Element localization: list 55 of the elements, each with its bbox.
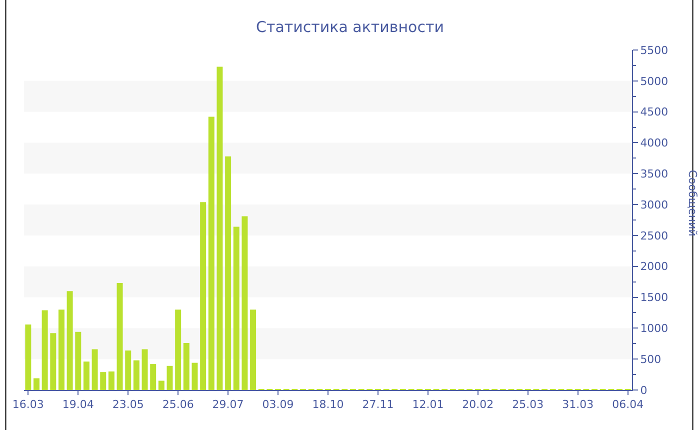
x-tick-label: 12.01 xyxy=(412,398,444,412)
x-tick-label: 20.02 xyxy=(462,398,494,412)
y-tick-label: 5000 xyxy=(640,74,668,88)
bar xyxy=(150,364,156,390)
x-tick-label: 29.07 xyxy=(212,398,244,412)
bar xyxy=(50,333,56,390)
y-tick-label: 1000 xyxy=(640,322,668,336)
bar xyxy=(25,324,32,390)
y-axis-title: Сообщений xyxy=(686,170,700,236)
bar xyxy=(33,378,40,390)
bar xyxy=(250,310,256,390)
x-tick-label: 23.05 xyxy=(112,398,144,412)
bar xyxy=(225,156,232,390)
x-tick-label: 16.03 xyxy=(12,398,44,412)
bar xyxy=(75,332,82,390)
y-tick-label: 4500 xyxy=(640,106,668,119)
chart-title: Статистика активности xyxy=(256,18,444,36)
y-tick-label: 3000 xyxy=(640,198,668,212)
x-tick-label: 06.04 xyxy=(612,398,644,412)
bar xyxy=(233,226,240,390)
x-tick-label: 03.09 xyxy=(262,398,294,412)
y-tick-label: 1500 xyxy=(640,291,668,304)
y-tick-label: 500 xyxy=(640,352,662,366)
bar xyxy=(42,310,48,390)
y-tick-label: 0 xyxy=(640,384,648,397)
bar xyxy=(208,116,214,390)
y-tick-label: 2500 xyxy=(640,229,668,242)
bar xyxy=(100,372,106,390)
bar xyxy=(133,360,140,390)
bar xyxy=(175,310,182,390)
bar xyxy=(83,362,90,390)
y-tick-label: 5500 xyxy=(640,44,668,57)
x-tick-label: 31.03 xyxy=(562,398,594,412)
bar xyxy=(142,349,148,390)
x-tick-label: 25.03 xyxy=(512,398,544,412)
bar xyxy=(58,310,64,390)
y-tick-label: 4000 xyxy=(640,136,668,150)
bar xyxy=(116,283,123,390)
bar xyxy=(192,362,198,390)
bar xyxy=(108,371,114,390)
bar xyxy=(216,66,223,390)
bar xyxy=(66,291,73,390)
bar xyxy=(183,343,190,390)
bar xyxy=(242,216,248,390)
y-tick-label: 3500 xyxy=(640,167,668,180)
x-tick-label: 19.04 xyxy=(62,398,94,412)
x-tick-label: 27.11 xyxy=(362,398,394,412)
bar xyxy=(200,202,206,390)
bar xyxy=(92,349,98,390)
bar xyxy=(158,380,164,390)
bar xyxy=(166,366,173,390)
x-tick-label: 18.10 xyxy=(312,398,344,412)
y-tick-label: 2000 xyxy=(640,260,668,274)
x-tick-label: 25.06 xyxy=(162,398,194,412)
bar xyxy=(125,350,132,390)
